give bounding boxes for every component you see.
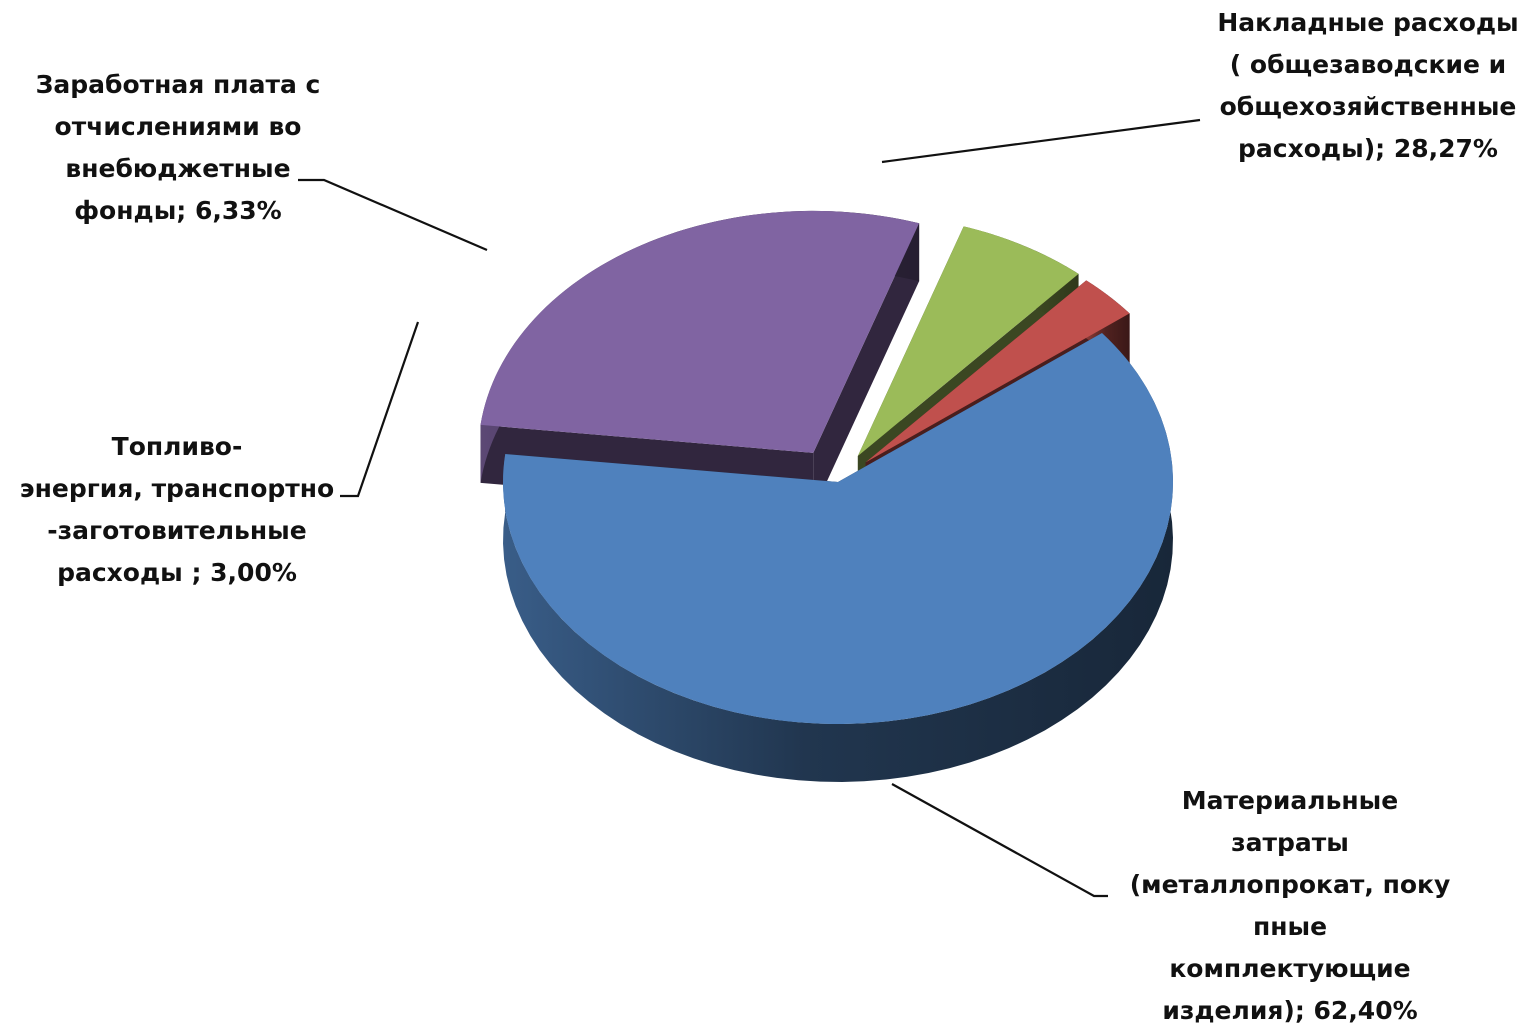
slice-overhead-cut-end [813,223,920,511]
label-material: Материальные затраты (металлопрокат, пок… [1129,786,1451,1025]
pie-slices [480,210,1173,782]
leader-line-overhead [881,118,1201,164]
label-fuel: Топливо- энергия, транспортно -заготовит… [19,432,335,587]
slice-overhead-top [480,210,920,453]
leader-line-fuel [340,321,420,498]
slice-material-top [502,333,1173,724]
leader-line-salary [298,178,488,252]
slice-fuel-top [865,280,1130,463]
slice-material [502,333,1173,782]
leader-lines [298,118,1201,898]
label-salary: Заработная плата с отчислениями во внебю… [35,70,321,225]
label-overhead: Накладные расходы ( общезаводские и обще… [1217,8,1519,163]
leader-line-material [891,783,1108,898]
slice-salary-top [857,226,1079,456]
